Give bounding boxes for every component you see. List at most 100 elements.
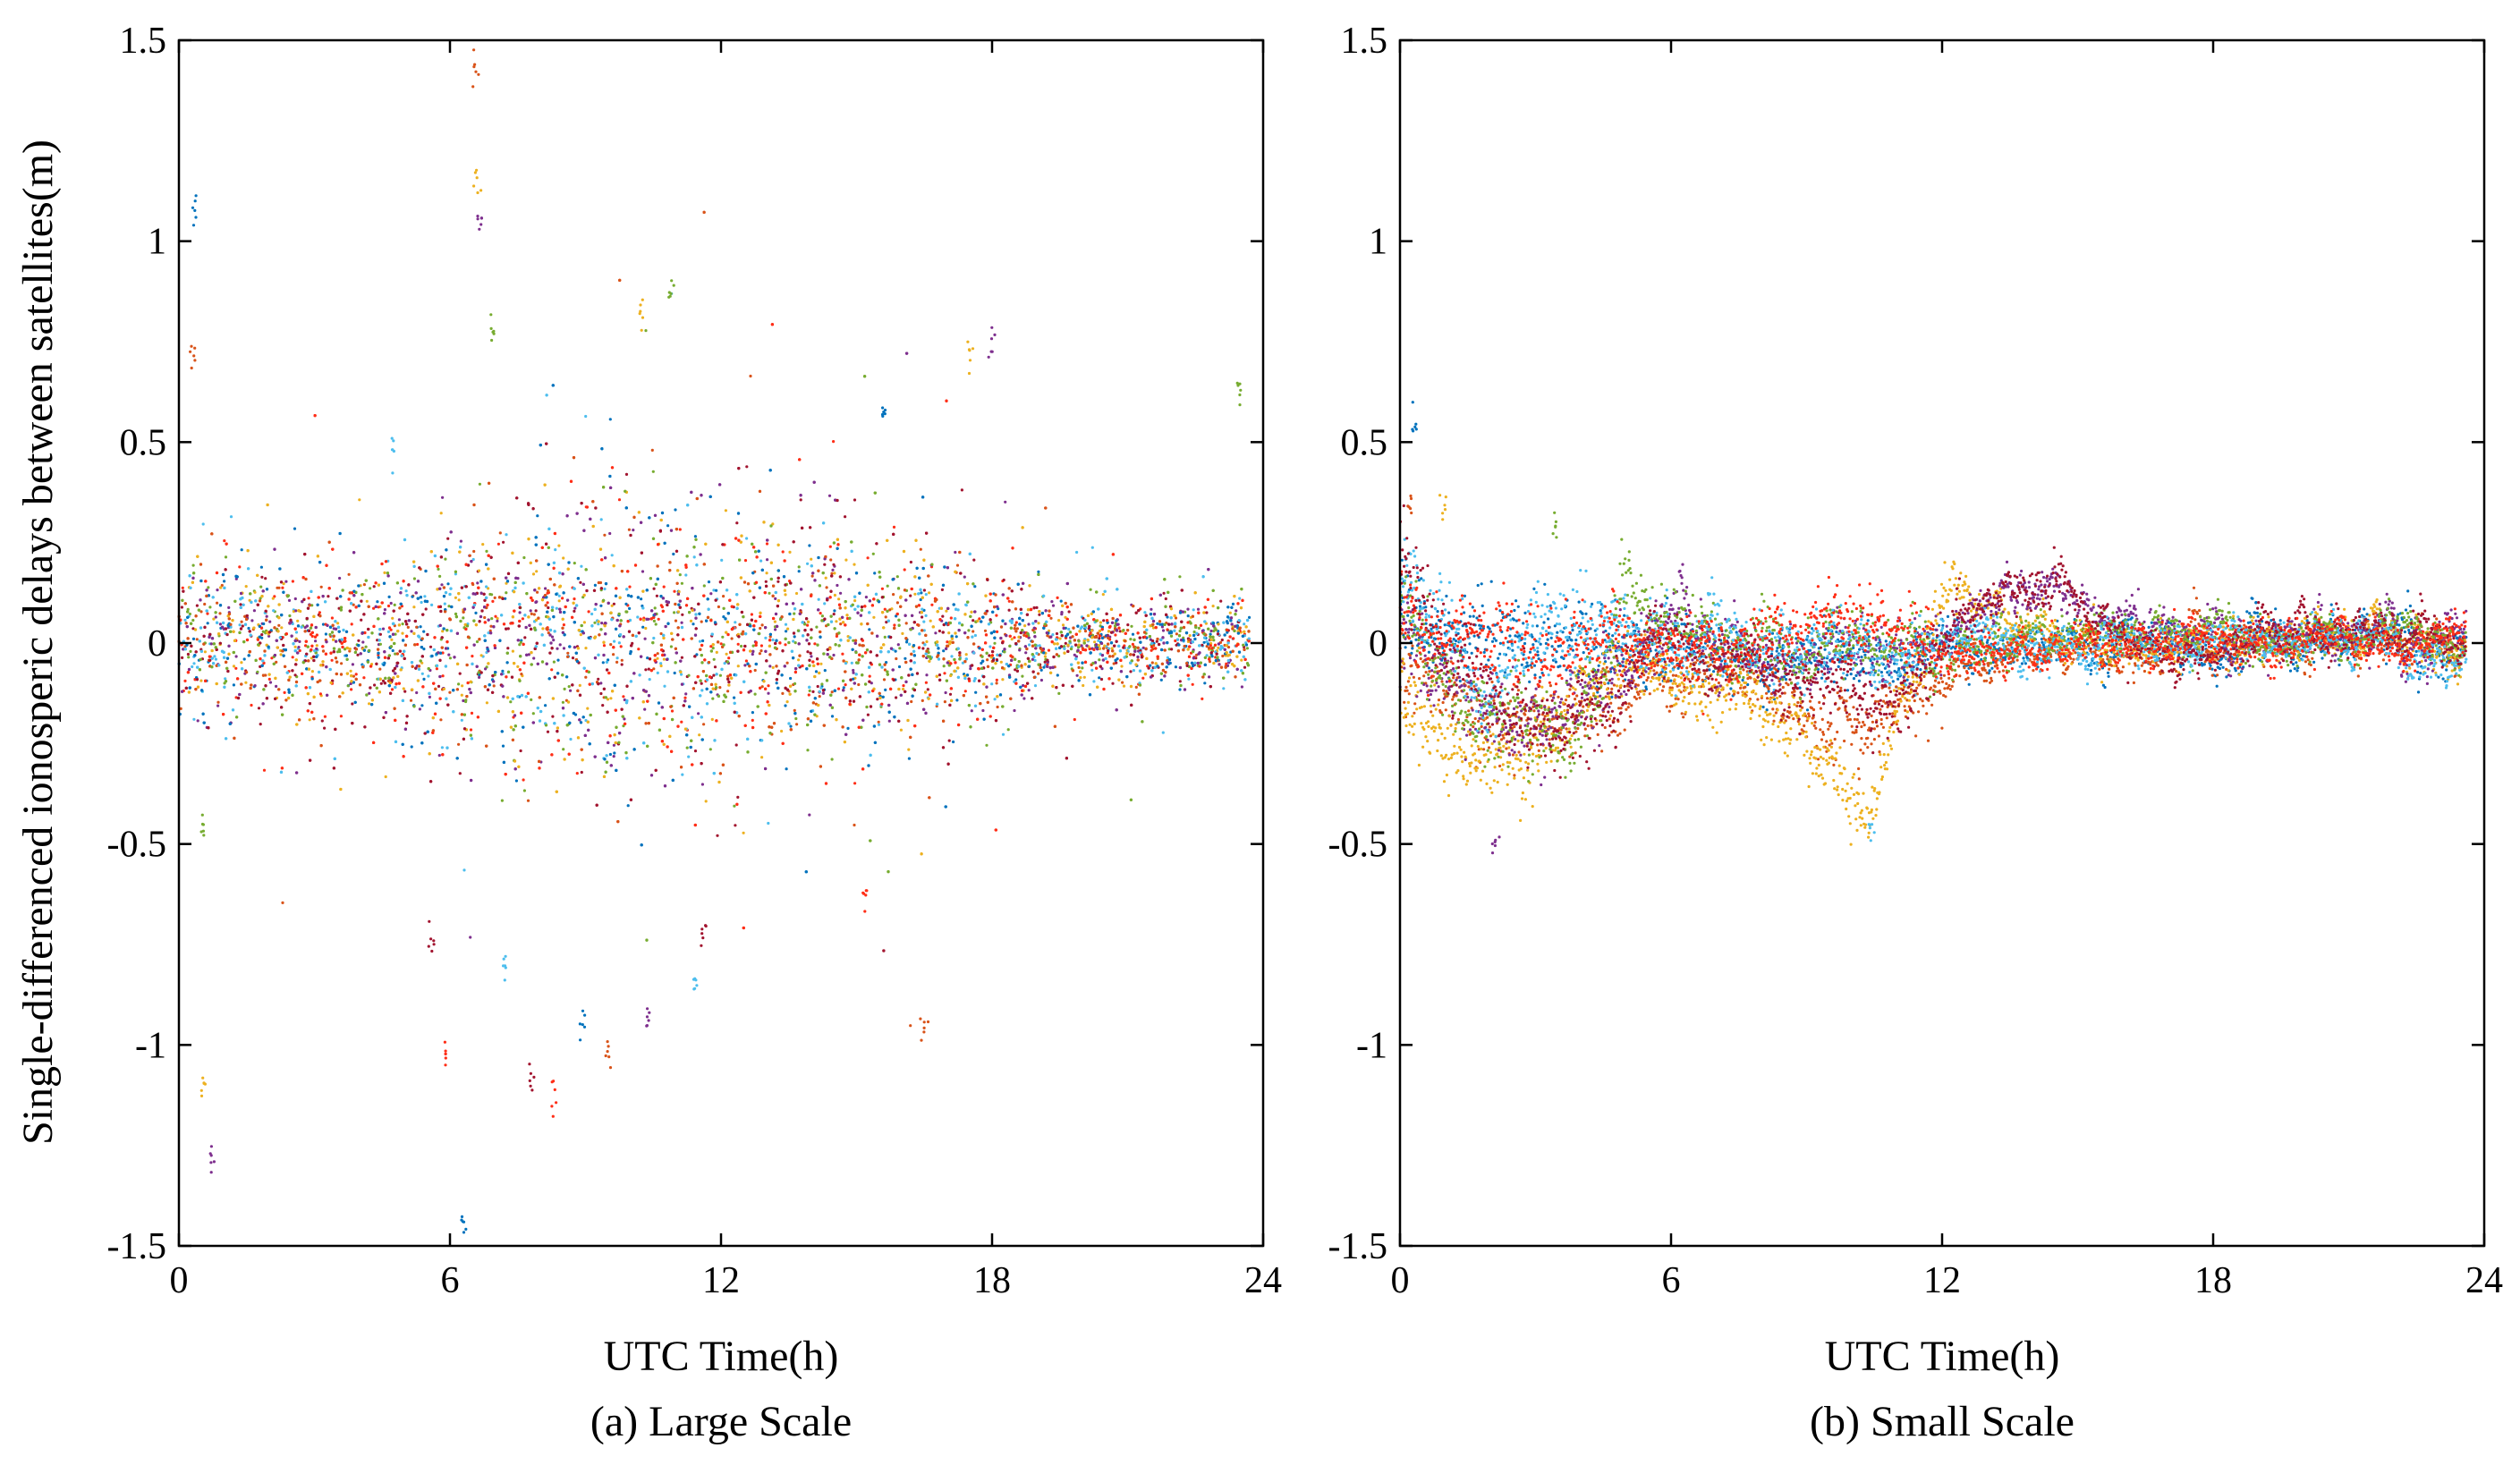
data-point: [214, 615, 217, 619]
data-point: [1064, 615, 1067, 619]
data-point: [866, 556, 870, 560]
data-point: [942, 665, 946, 668]
data-point: [440, 583, 444, 587]
data-point: [470, 711, 474, 716]
data-point: [609, 697, 613, 700]
data-point: [924, 681, 928, 684]
data-point: [885, 621, 888, 624]
data-point: [1121, 681, 1124, 684]
data-point: [410, 630, 413, 633]
data-point: [1057, 691, 1061, 696]
data-point: [806, 650, 810, 654]
data-point: [836, 583, 839, 588]
data-point: [652, 667, 656, 671]
data-point: [460, 718, 463, 722]
data-point: [440, 746, 444, 749]
data-point: [420, 704, 424, 707]
data-point: [1178, 629, 1182, 633]
data-point: [1037, 622, 1040, 625]
data-point: [394, 632, 397, 636]
data-point: [409, 699, 413, 702]
data-point: [669, 645, 674, 648]
data-point: [557, 544, 561, 547]
data-point: [1046, 663, 1049, 666]
data-point: [1099, 621, 1102, 624]
data-point: [393, 603, 396, 607]
data-point: [1013, 636, 1016, 639]
data-point: [356, 653, 360, 656]
data-point: [909, 1024, 912, 1028]
data-point: [422, 630, 426, 633]
data-point: [179, 707, 182, 711]
data-point: [662, 585, 666, 589]
data-point: [980, 661, 983, 665]
data-point: [960, 488, 963, 492]
data-point: [310, 656, 313, 660]
data-point: [846, 726, 850, 731]
data-point: [722, 595, 725, 598]
data-point: [287, 598, 292, 603]
data-point: [476, 581, 479, 585]
data-point: [448, 690, 452, 694]
data-point: [864, 596, 869, 599]
data-point: [234, 577, 238, 580]
data-point: [674, 508, 677, 512]
data-point: [680, 673, 683, 676]
data-point: [904, 656, 907, 660]
data-point: [674, 619, 678, 622]
data-point: [934, 631, 938, 635]
data-point: [839, 622, 843, 626]
data-point: [518, 611, 522, 614]
data-point: [1075, 550, 1079, 555]
data-point: [514, 779, 519, 783]
data-point: [835, 634, 839, 639]
data-point: [291, 580, 294, 583]
data-point: [785, 661, 789, 665]
data-point: [947, 739, 951, 742]
data-point: [950, 655, 954, 658]
data-point: [683, 696, 687, 699]
data-point: [544, 587, 547, 590]
data-point: [715, 650, 718, 655]
data-point: [1067, 627, 1071, 631]
data-point: [1082, 683, 1085, 688]
data-point: [922, 629, 926, 632]
data-point: [584, 647, 588, 650]
data-point: [944, 690, 947, 695]
data-point: [1129, 638, 1133, 641]
data-point: [318, 611, 321, 614]
data-point: [895, 601, 900, 605]
data-point: [938, 629, 941, 633]
data-point: [601, 704, 605, 707]
data-point: [1222, 687, 1226, 690]
data-point: [949, 616, 953, 620]
data-point: [1131, 642, 1134, 647]
data-point: [562, 748, 565, 751]
data-point: [389, 601, 393, 605]
data-point: [784, 622, 788, 626]
data-point: [1178, 680, 1182, 683]
data-point: [400, 605, 403, 608]
data-point: [191, 637, 196, 641]
data-point: [841, 652, 844, 656]
data-point: [811, 690, 815, 694]
data-point: [788, 580, 792, 583]
data-point: [967, 629, 971, 632]
data-point: [921, 647, 925, 650]
data-point: [765, 572, 768, 575]
data-point: [1039, 668, 1043, 672]
data-point: [940, 588, 944, 592]
data-point: [816, 684, 819, 689]
data-point: [613, 751, 616, 755]
data-point: [753, 692, 757, 696]
data-point: [1164, 597, 1167, 601]
data-point: [459, 539, 463, 543]
data-point: [1007, 608, 1011, 612]
data-point: [521, 617, 525, 621]
data-point: [575, 772, 579, 775]
data-point: [922, 620, 926, 623]
data-point: [660, 605, 665, 609]
data-point: [191, 618, 195, 622]
data-point: [1014, 668, 1017, 672]
data-point: [532, 656, 536, 660]
